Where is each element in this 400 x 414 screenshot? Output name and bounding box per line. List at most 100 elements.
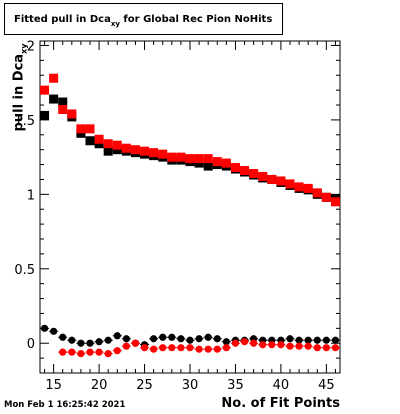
data-point-circle bbox=[177, 344, 185, 352]
data-point-circle bbox=[95, 338, 103, 346]
title-subscript: xy bbox=[110, 20, 120, 28]
data-point-circle bbox=[104, 336, 112, 344]
data-point-square bbox=[94, 134, 104, 144]
data-point-square bbox=[40, 85, 50, 95]
data-point-circle bbox=[231, 339, 240, 347]
y-tick-label: 0 bbox=[27, 337, 35, 352]
y-tick-label: 2 bbox=[27, 39, 35, 54]
data-point-circle bbox=[68, 336, 76, 344]
data-point-circle bbox=[122, 335, 130, 343]
y-tick-label: 1 bbox=[27, 188, 35, 203]
data-point-circle bbox=[86, 339, 94, 347]
data-point-circle bbox=[131, 339, 140, 347]
data-point-circle bbox=[86, 348, 94, 356]
x-tick-label: 25 bbox=[136, 378, 153, 393]
data-point-circle bbox=[331, 344, 340, 352]
data-point-circle bbox=[113, 347, 121, 355]
data-point-square bbox=[58, 97, 68, 107]
data-point-circle bbox=[168, 344, 176, 352]
data-point-circle bbox=[140, 344, 149, 352]
data-point-circle bbox=[186, 344, 194, 352]
data-point-square bbox=[285, 179, 295, 189]
data-point-circle bbox=[204, 333, 212, 341]
data-point-circle bbox=[322, 344, 330, 352]
ylabel-subscript: xy bbox=[19, 43, 29, 54]
x-tick-label: 40 bbox=[273, 378, 290, 393]
data-point-circle bbox=[286, 342, 294, 350]
x-tick-label: 45 bbox=[318, 378, 335, 393]
data-point-square bbox=[312, 188, 322, 198]
data-point-square bbox=[221, 158, 231, 168]
data-point-square bbox=[76, 124, 86, 134]
data-point-square bbox=[103, 139, 113, 149]
y-tick-label: 0.5 bbox=[14, 263, 35, 278]
data-point-circle bbox=[268, 341, 276, 349]
data-point-circle bbox=[159, 344, 167, 352]
data-point-square bbox=[203, 154, 213, 164]
data-point-circle bbox=[95, 348, 103, 356]
data-marks bbox=[40, 73, 340, 358]
data-point-circle bbox=[304, 336, 312, 344]
data-point-square bbox=[158, 149, 168, 159]
data-point-circle bbox=[186, 336, 194, 344]
axes: 15 20 25 30 35 40 45 0 0.5 1 1.5 2 bbox=[14, 39, 340, 393]
data-point-circle bbox=[68, 348, 76, 356]
data-point-square bbox=[294, 182, 304, 192]
data-point-square bbox=[49, 94, 59, 104]
data-point-circle bbox=[195, 335, 203, 343]
data-point-circle bbox=[322, 336, 330, 344]
data-point-square bbox=[149, 148, 159, 158]
title-main: Fitted pull in Dca bbox=[14, 14, 111, 25]
data-point-circle bbox=[204, 345, 212, 353]
data-point-square bbox=[130, 145, 140, 155]
data-point-circle bbox=[59, 348, 67, 356]
x-tick-label: 35 bbox=[227, 378, 244, 393]
data-point-circle bbox=[122, 342, 130, 350]
data-point-square bbox=[185, 154, 195, 164]
series-3 bbox=[58, 338, 340, 358]
data-point-square bbox=[67, 109, 77, 119]
series-1 bbox=[40, 73, 340, 207]
data-point-circle bbox=[331, 336, 340, 344]
data-point-circle bbox=[168, 333, 176, 341]
x-tick-label: 20 bbox=[91, 378, 108, 393]
data-point-circle bbox=[113, 332, 121, 340]
data-point-circle bbox=[150, 335, 158, 343]
data-point-square bbox=[212, 157, 222, 167]
data-point-square bbox=[267, 174, 277, 184]
data-point-square bbox=[49, 73, 59, 83]
timestamp: Mon Feb 1 16:25:42 2021 bbox=[4, 400, 126, 410]
data-point-square bbox=[321, 192, 331, 202]
data-point-circle bbox=[277, 341, 285, 349]
data-point-circle bbox=[104, 350, 112, 358]
data-point-circle bbox=[304, 342, 312, 350]
data-point-circle bbox=[40, 324, 49, 332]
plot-frame bbox=[39, 40, 341, 374]
data-point-square bbox=[240, 166, 250, 176]
series-2 bbox=[40, 324, 340, 349]
data-point-square bbox=[203, 161, 213, 171]
data-point-circle bbox=[77, 339, 85, 347]
data-point-circle bbox=[177, 335, 185, 343]
data-point-square bbox=[58, 104, 68, 114]
data-point-circle bbox=[240, 338, 249, 346]
data-point-square bbox=[230, 163, 240, 173]
data-point-square bbox=[112, 140, 122, 150]
data-point-square bbox=[194, 154, 204, 164]
data-point-circle bbox=[286, 335, 294, 343]
data-point-square bbox=[249, 169, 259, 179]
data-point-circle bbox=[222, 344, 230, 352]
data-point-square bbox=[258, 171, 268, 181]
data-point-square bbox=[330, 197, 340, 207]
data-point-circle bbox=[295, 336, 303, 344]
data-point-circle bbox=[295, 342, 303, 350]
data-point-square bbox=[276, 176, 286, 186]
y-tick-label: 1.5 bbox=[14, 114, 35, 129]
data-point-square bbox=[303, 183, 313, 193]
y-axis-label: pull in Dcaxy bbox=[12, 43, 29, 133]
x-axis-label: No. of Fit Points bbox=[221, 396, 340, 411]
data-point-square bbox=[85, 124, 95, 134]
chart-title: Fitted pull in Dcaxy for Global Rec Pion… bbox=[4, 3, 283, 35]
data-point-circle bbox=[222, 338, 230, 346]
